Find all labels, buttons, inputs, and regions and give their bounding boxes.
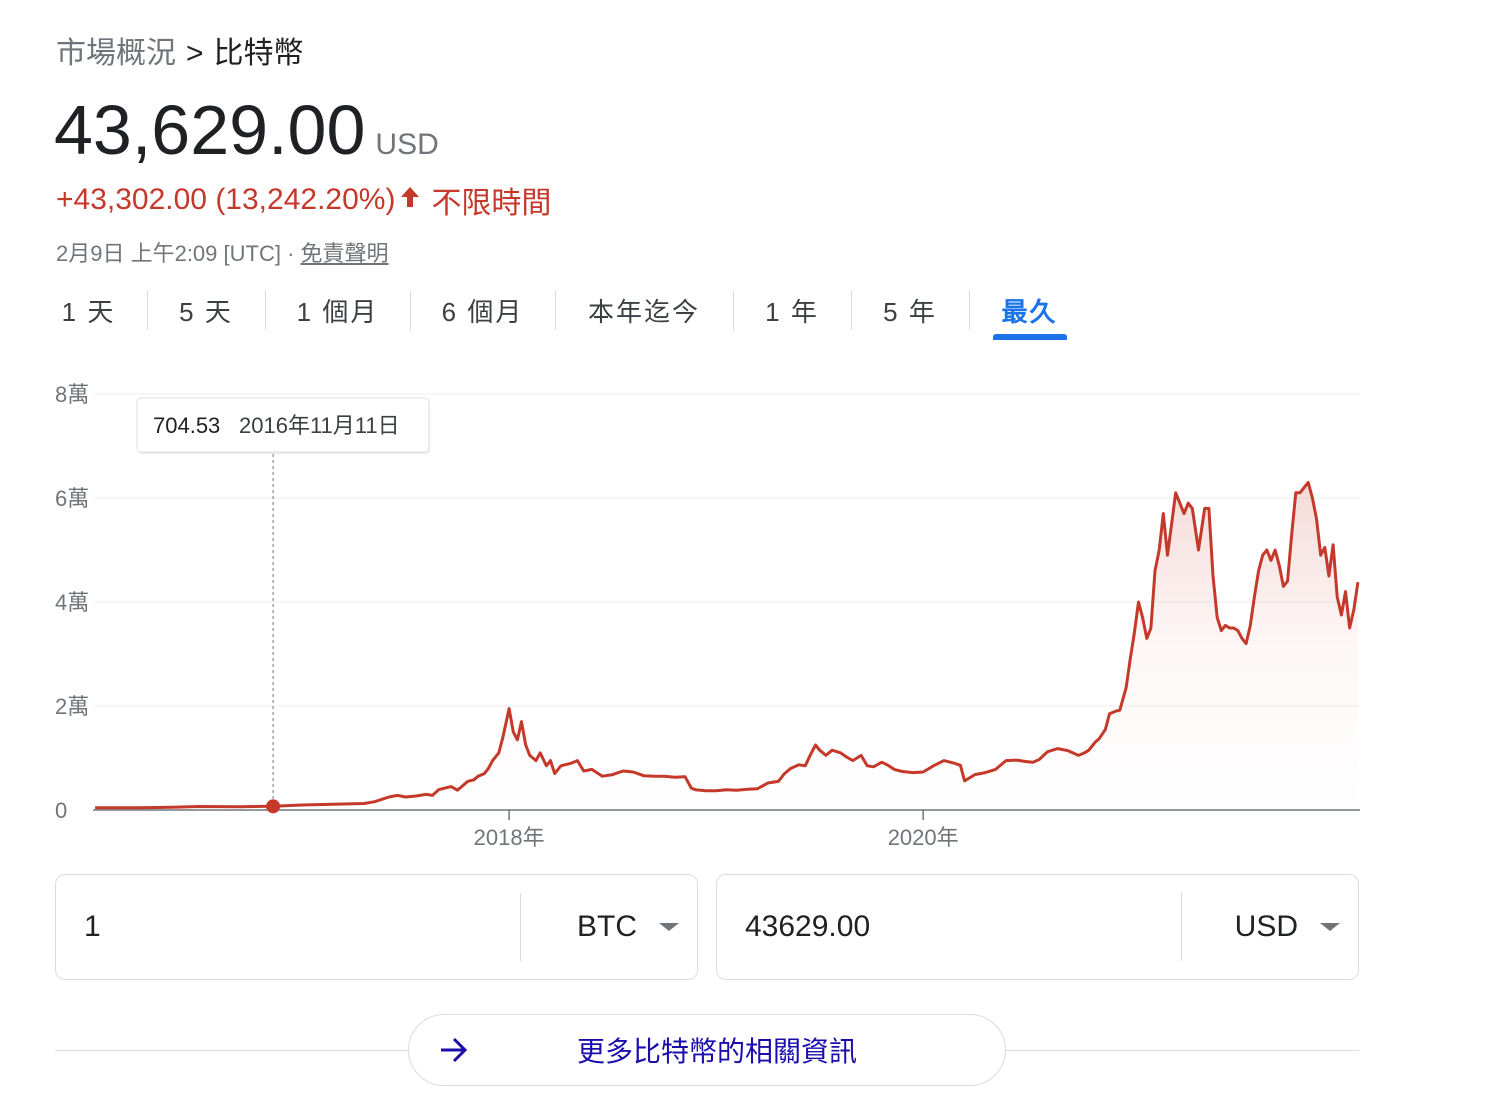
breadcrumb: 市場概況 > 比特幣 — [56, 28, 304, 72]
tab-5-years[interactable]: 5 年 — [851, 284, 969, 336]
tab-label: 1 天 — [61, 296, 116, 327]
tab-6-months[interactable]: 6 個月 — [410, 284, 555, 336]
breadcrumb-separator: > — [186, 37, 204, 70]
price-row: 43,629.00 USD — [54, 90, 439, 170]
change-value: +43,302.00 (13,242.20%) — [56, 183, 396, 216]
tab-label: 本年迄今 — [587, 296, 700, 327]
y-tick-label: 2萬 — [55, 694, 89, 719]
more-info-button[interactable]: 更多比特幣的相關資訊 — [408, 1014, 1006, 1086]
caret-down-icon — [659, 923, 679, 931]
tab-label: 5 天 — [179, 296, 233, 327]
from-unit-select[interactable]: BTC — [521, 910, 697, 944]
tab-ytd[interactable]: 本年迄今 — [555, 284, 733, 336]
to-unit-label: USD — [1234, 910, 1298, 943]
time-range-tabs: 1 天 5 天 1 個月 6 個月 本年迄今 1 年 5 年 最久 — [30, 284, 1090, 340]
current-price: 43,629.00 — [54, 91, 366, 169]
quote-timestamp: 2月9日 上午2:09 [UTC] · 免責聲明 — [56, 236, 389, 268]
breadcrumb-current: 比特幣 — [213, 37, 304, 70]
y-tick-label: 0 — [55, 798, 67, 823]
caret-down-icon — [1320, 923, 1340, 931]
to-unit-select[interactable]: USD — [1182, 910, 1358, 944]
tab-label: 1 個月 — [296, 296, 379, 327]
tab-label: 6 個月 — [441, 296, 524, 327]
disclaimer-link[interactable]: 免責聲明 — [300, 241, 389, 266]
active-tab-indicator — [992, 334, 1067, 340]
more-info-label: 更多比特幣的相關資訊 — [576, 1036, 857, 1067]
price-chart[interactable]: 0 2萬 4萬 6萬 8萬 2018年 2020年 704.53 2016年11月11日 — [40, 370, 1370, 860]
arrow-up-icon — [399, 183, 421, 217]
tab-1-day[interactable]: 1 天 — [30, 284, 147, 336]
tab-1-month[interactable]: 1 個月 — [265, 284, 410, 336]
tab-1-year[interactable]: 1 年 — [733, 284, 851, 336]
tooltip-value: 704.53 — [153, 413, 220, 438]
converter-to: 43629.00 USD — [716, 874, 1359, 980]
x-tick-label: 2020年 — [888, 825, 959, 850]
tab-label: 1 年 — [765, 296, 819, 327]
to-amount-input[interactable]: 43629.00 — [745, 910, 871, 943]
series-area — [95, 482, 1358, 810]
arrow-right-icon — [439, 1037, 469, 1063]
y-tick-label: 6萬 — [55, 486, 89, 511]
converter-divider — [520, 893, 521, 961]
tab-5-days[interactable]: 5 天 — [147, 284, 265, 336]
timestamp-text: 2月9日 上午2:09 [UTC] · — [56, 241, 301, 266]
tooltip-point — [266, 799, 281, 814]
series-line — [95, 480, 1360, 810]
y-tick-label: 4萬 — [55, 590, 89, 615]
tab-label: 最久 — [1001, 296, 1058, 327]
y-tick-label: 8萬 — [55, 382, 89, 407]
from-amount-input[interactable]: 1 — [84, 910, 101, 943]
change-period: 不限時間 — [431, 187, 552, 220]
x-tick-label: 2018年 — [474, 825, 545, 850]
tab-label: 5 年 — [883, 296, 937, 327]
tab-max[interactable]: 最久 — [969, 284, 1090, 340]
tooltip-box — [136, 397, 430, 453]
tooltip-date: 2016年11月11日 — [239, 413, 400, 438]
price-change: +43,302.00 (13,242.20%) 不限時間 — [56, 178, 551, 222]
converter-from: 1 BTC — [55, 874, 698, 980]
from-unit-label: BTC — [577, 910, 637, 943]
breadcrumb-parent-link[interactable]: 市場概況 — [56, 37, 176, 70]
price-currency: USD — [375, 128, 439, 161]
converter-divider — [1181, 893, 1182, 961]
